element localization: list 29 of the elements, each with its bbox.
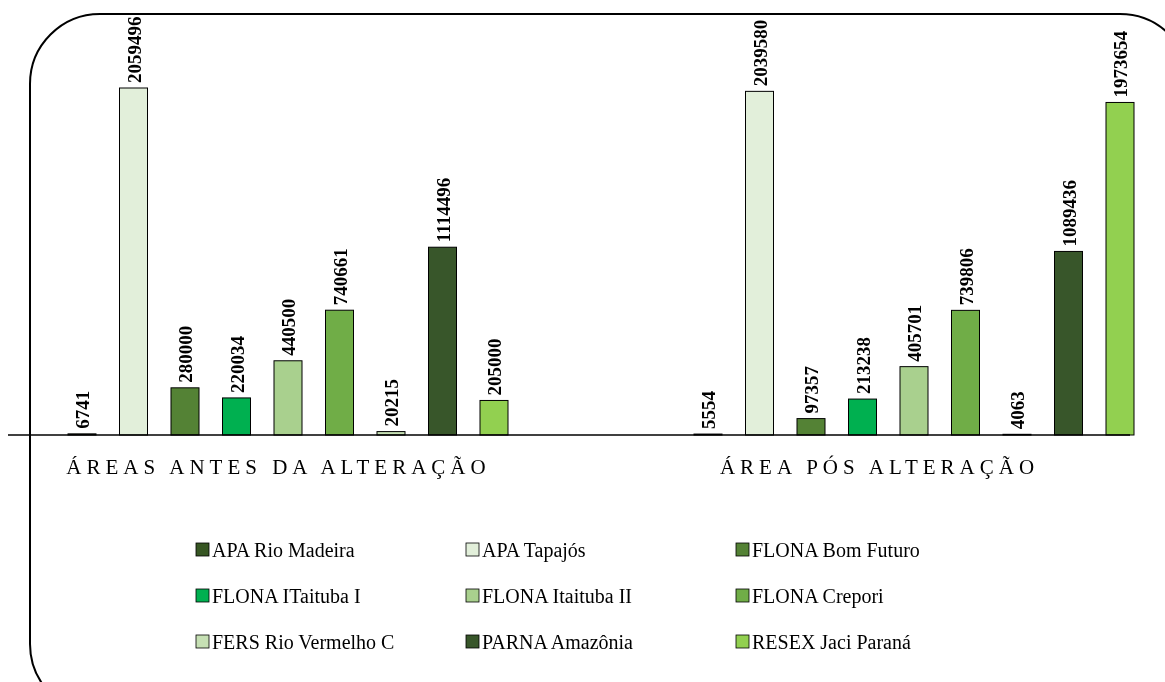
data-label: 740661	[329, 248, 351, 306]
legend-label: APA Rio Madeira	[212, 539, 355, 561]
data-label: 2039580	[749, 19, 771, 87]
legend-label: FLONA Crepori	[752, 585, 885, 608]
legend-label: PARNA Amazônia	[482, 631, 634, 653]
data-label: 405701	[904, 304, 925, 362]
data-label: 205000	[484, 338, 505, 396]
data-label: 97357	[801, 365, 822, 414]
legend-label: FLONA Bom Futuro	[752, 539, 920, 561]
data-label: 739806	[955, 248, 977, 306]
data-label: 213238	[852, 337, 874, 395]
legend-label: APA Tapajós	[482, 539, 586, 562]
data-label: 6741	[72, 390, 93, 429]
data-label: 220034	[226, 335, 248, 393]
data-label: 1089436	[1058, 179, 1080, 247]
legend-label: RESEX Jaci Paraná	[752, 631, 911, 653]
data-label: 280000	[175, 325, 196, 383]
data-label: 5554	[698, 390, 719, 430]
data-label: 20215	[381, 379, 402, 427]
x-tick-label: ÁREA PÓS ALTERAÇÃO	[719, 455, 1040, 479]
data-label: 4063	[1007, 391, 1028, 430]
legend-label: FLONA Itaituba II	[482, 585, 632, 607]
x-tick-label: ÁREAS ANTES DA ALTERAÇÃO	[66, 455, 491, 479]
data-label: 1973654	[1110, 30, 1131, 98]
data-label: 440500	[278, 298, 299, 356]
legend-label: FLONA ITaituba I	[212, 585, 361, 607]
data-label: 2059496	[123, 16, 145, 83]
legend-label: FERS Rio Vermelho C	[212, 631, 395, 653]
data-label: 1114496	[432, 177, 454, 243]
